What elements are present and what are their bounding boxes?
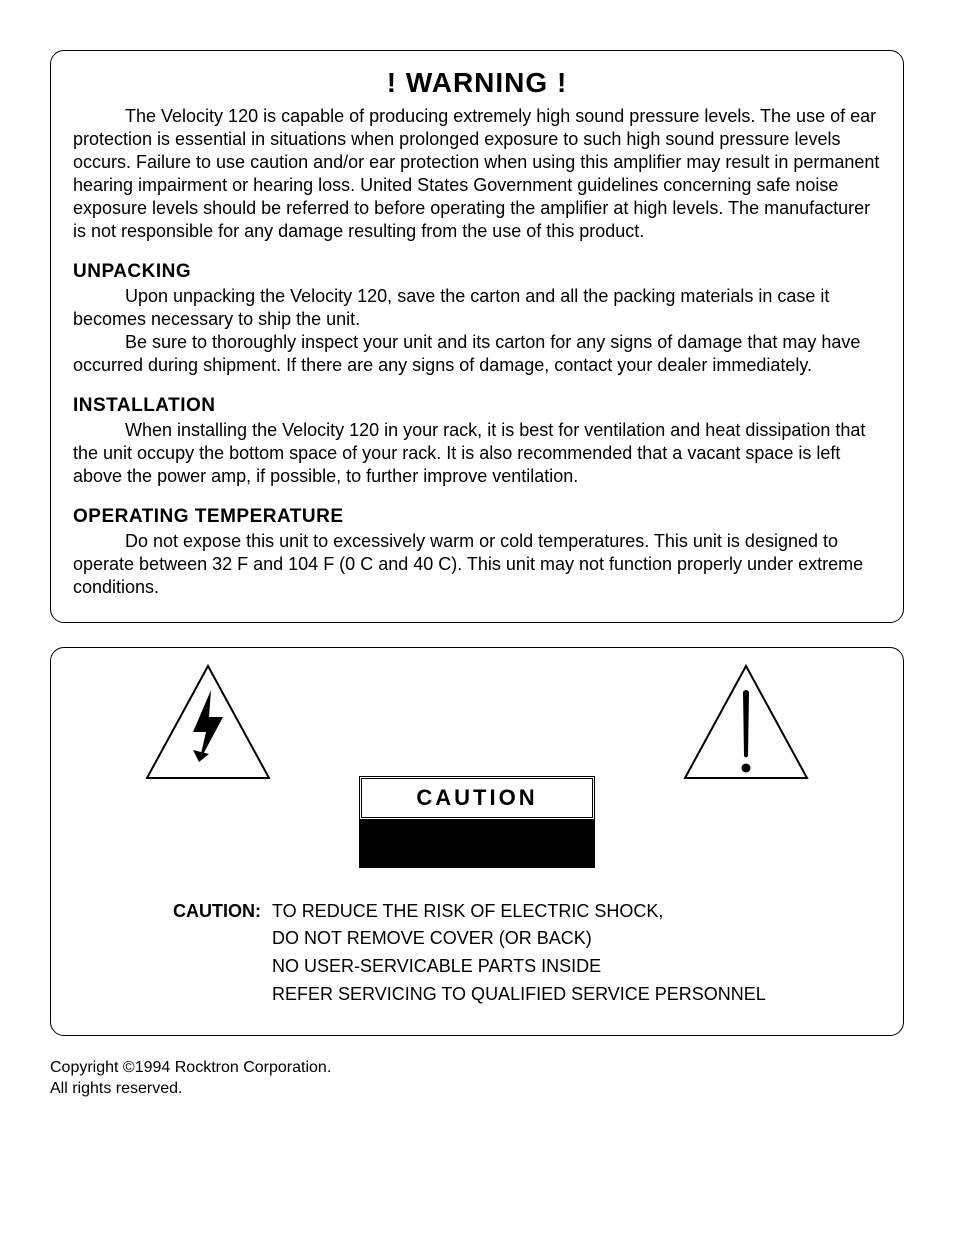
section-heading: INSTALLATION <box>73 395 881 417</box>
section-paragraph: Be sure to thoroughly inspect your unit … <box>73 331 881 377</box>
caution-panel: CAUTION CAUTION: TO REDUCE THE RISK OF E… <box>50 647 904 1037</box>
exclamation-triangle-icon <box>681 662 811 782</box>
section-paragraph: Do not expose this unit to excessively w… <box>73 530 881 599</box>
copyright-line: All rights reserved. <box>50 1080 183 1097</box>
section-paragraph: When installing the Velocity 120 in your… <box>73 419 881 488</box>
caution-black-bar <box>359 820 595 868</box>
section-heading: OPERATING TEMPERATURE <box>73 506 881 528</box>
warning-section-2: OPERATING TEMPERATURE Do not expose this… <box>73 506 881 599</box>
caution-icon-row <box>73 662 881 782</box>
caution-text-block: CAUTION: TO REDUCE THE RISK OF ELECTRIC … <box>173 898 881 1010</box>
warning-panel: ! WARNING ! The Velocity 120 is capable … <box>50 50 904 623</box>
caution-sign: CAUTION <box>73 776 881 868</box>
section-paragraph: Upon unpacking the Velocity 120, save th… <box>73 285 881 331</box>
paragraph-text: Be sure to thoroughly inspect your unit … <box>73 332 860 375</box>
warning-section-0: UNPACKING Upon unpacking the Velocity 12… <box>73 261 881 377</box>
paragraph-text: Upon unpacking the Velocity 120, save th… <box>73 286 829 329</box>
paragraph-text: When installing the Velocity 120 in your… <box>73 420 865 486</box>
caution-line: TO REDUCE THE RISK OF ELECTRIC SHOCK, <box>272 901 663 921</box>
warning-title: ! WARNING ! <box>73 67 881 99</box>
copyright-line: Copyright ©1994 Rocktron Corporation. <box>50 1059 331 1076</box>
warning-section-1: INSTALLATION When installing the Velocit… <box>73 395 881 488</box>
copyright-block: Copyright ©1994 Rocktron Corporation. Al… <box>50 1058 904 1100</box>
caution-lines: TO REDUCE THE RISK OF ELECTRIC SHOCK, DO… <box>272 898 766 1010</box>
page: ! WARNING ! The Velocity 120 is capable … <box>0 0 954 1235</box>
warning-intro-text: The Velocity 120 is capable of producing… <box>73 106 879 241</box>
caution-line: REFER SERVICING TO QUALIFIED SERVICE PER… <box>272 984 766 1004</box>
section-heading: UNPACKING <box>73 261 881 283</box>
warning-intro: The Velocity 120 is capable of producing… <box>73 105 881 243</box>
paragraph-text: Do not expose this unit to excessively w… <box>73 531 863 597</box>
caution-sign-label: CAUTION <box>359 776 595 820</box>
caution-line: NO USER-SERVICABLE PARTS INSIDE <box>272 956 601 976</box>
caution-line: DO NOT REMOVE COVER (OR BACK) <box>272 928 592 948</box>
shock-triangle-icon <box>143 662 273 782</box>
caution-text-label: CAUTION: <box>173 901 261 921</box>
